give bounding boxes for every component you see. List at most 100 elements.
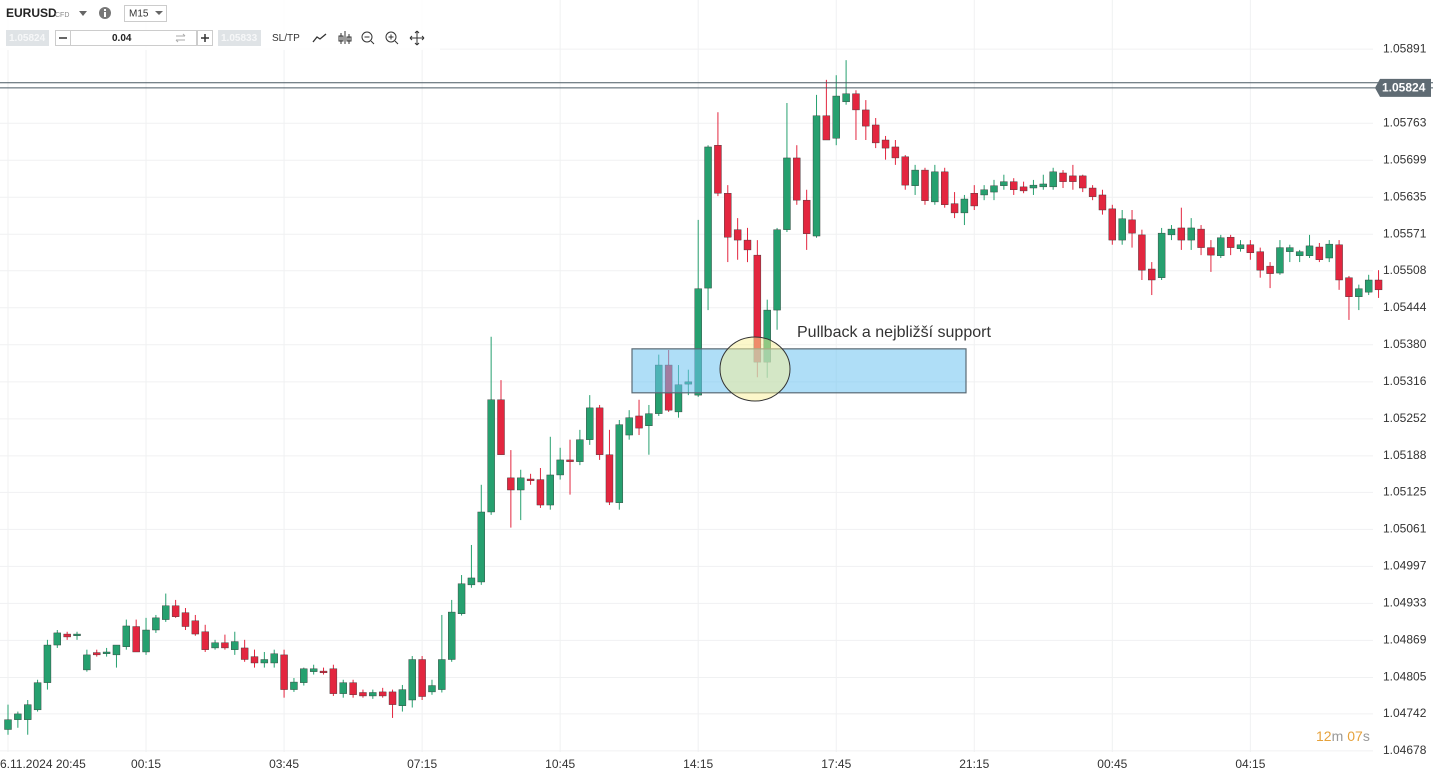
sell-button[interactable] — [6, 30, 49, 46]
candle-body — [102, 651, 111, 654]
candle-body — [467, 577, 476, 586]
candle-body — [724, 193, 732, 238]
candle-body — [714, 145, 722, 194]
candle-body — [1029, 184, 1038, 189]
y-tick-label: 1.05444 — [1383, 300, 1427, 314]
candle-body — [1305, 245, 1314, 256]
candle-body — [1355, 288, 1363, 297]
swap-icon[interactable] — [175, 33, 186, 43]
candle-body — [645, 413, 653, 426]
candle-body — [448, 611, 456, 660]
candle-body — [14, 713, 22, 720]
candle-body — [231, 641, 239, 650]
candle-body — [1138, 234, 1146, 271]
candle-body — [773, 229, 781, 311]
candle-body — [1000, 181, 1008, 186]
y-tick-label: 1.05188 — [1383, 448, 1427, 462]
info-icon-bar — [104, 12, 106, 17]
x-tick-label: 14:15 — [683, 757, 713, 771]
candle-body — [378, 691, 387, 697]
candle-body — [605, 454, 614, 503]
candle-body — [802, 199, 811, 234]
candle-body — [1217, 237, 1225, 256]
candle-body — [1197, 228, 1205, 248]
y-tick-label: 1.04742 — [1383, 706, 1427, 720]
y-tick-label: 1.05635 — [1383, 189, 1427, 203]
candle-body — [793, 157, 801, 201]
candle-body — [1187, 227, 1195, 241]
candle-body — [388, 691, 397, 705]
sl-tp[interactable]: SL/TP — [272, 33, 300, 44]
volume: 0.04 — [112, 33, 132, 44]
y-tick-label: 1.04997 — [1383, 559, 1427, 573]
symbol[interactable]: EURUSD — [6, 6, 57, 20]
candle-body — [970, 193, 978, 207]
pan-icon[interactable] — [409, 30, 425, 46]
x-tick-label: 07:15 — [407, 757, 437, 771]
symbol-dropdown[interactable] — [79, 11, 87, 16]
timeframe-select[interactable] — [124, 5, 167, 22]
candle-body — [112, 644, 121, 656]
candle-body — [941, 171, 949, 205]
candle-body — [1177, 227, 1186, 241]
candle-body — [901, 156, 909, 186]
candle-body — [418, 659, 426, 697]
line-chart-icon[interactable] — [312, 33, 327, 43]
candle-body — [1010, 181, 1018, 190]
candle-body — [1098, 194, 1107, 211]
candle-body — [1325, 243, 1333, 259]
y-tick-label: 1.05699 — [1383, 152, 1427, 166]
candle-body — [1148, 268, 1156, 281]
buy-button[interactable] — [218, 30, 261, 46]
candle-body — [1374, 279, 1383, 291]
candle-body — [842, 93, 850, 103]
volume-input[interactable] — [70, 30, 197, 46]
sell-price: 1.05824 — [9, 33, 46, 44]
candle-body — [339, 682, 347, 694]
candle-body — [635, 415, 643, 429]
zoom-out-icon[interactable] — [361, 31, 373, 43]
candle-body — [1286, 247, 1294, 252]
candle-body — [122, 625, 131, 647]
candle-body — [191, 620, 200, 635]
candle-body — [73, 633, 81, 636]
candle-body — [457, 583, 466, 615]
candle-body — [290, 681, 298, 690]
candle-body — [1088, 187, 1097, 197]
candle-body — [1364, 279, 1373, 293]
zoom-in-icon[interactable] — [385, 31, 397, 43]
candle-body — [329, 668, 338, 694]
y-tick-label: 1.05061 — [1383, 522, 1427, 536]
candle-body — [142, 629, 150, 653]
timer-seconds: 07 — [1347, 728, 1363, 744]
candle-body — [1049, 171, 1057, 188]
candle-body — [240, 647, 249, 660]
candle-body — [704, 146, 712, 289]
candle-body — [891, 146, 900, 159]
candle-body — [1167, 228, 1176, 236]
candle-body — [1226, 236, 1235, 248]
candle-body — [586, 407, 594, 440]
candle-body — [526, 478, 535, 481]
y-tick-label: 1.04869 — [1383, 633, 1427, 647]
candle-body — [1059, 172, 1067, 182]
candle-body — [319, 670, 328, 674]
candle-body — [83, 654, 91, 671]
candle-body — [497, 399, 505, 455]
candle-body — [211, 642, 219, 649]
candle-body — [852, 93, 860, 111]
candle-body — [1315, 246, 1324, 260]
y-tick-label: 1.05316 — [1383, 374, 1427, 388]
candle-body — [1069, 175, 1077, 182]
candle-body — [369, 692, 377, 697]
price-label-box — [1375, 78, 1431, 97]
candle-body — [1295, 251, 1304, 256]
candle-icon[interactable] — [338, 31, 352, 44]
candle-body — [1079, 175, 1087, 189]
x-tick-label: 21:15 — [959, 757, 989, 771]
candle-body — [477, 511, 485, 583]
y-tick-label: 1.05891 — [1383, 41, 1427, 55]
candle-body — [960, 198, 969, 214]
candle-body — [221, 642, 229, 649]
